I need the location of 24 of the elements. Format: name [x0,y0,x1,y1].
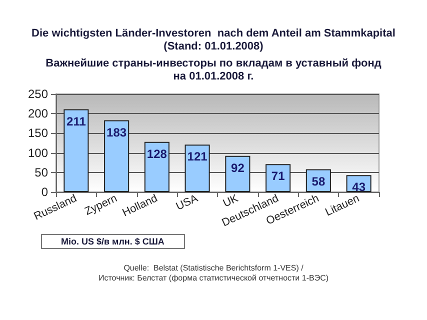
bar [64,109,89,192]
bar [225,156,250,192]
data-label: 71 [271,169,286,184]
x-tick-label: USA [174,192,200,213]
data-label: 58 [312,174,326,188]
text: Mio. US $/в млн. $ США [61,236,165,246]
y-tick-label: 250 [28,87,48,101]
data-label: 128 [146,146,168,161]
bar [104,120,130,192]
source-note: Quelle: Belstat (Statistische Berichtsform 1-VES) / Источник: Белстат (форма статистической отчетности 1-ВЭС) [98,264,329,282]
y-tick-label: 200 [28,106,48,121]
y-tick-label: 100 [28,146,48,160]
data-label: 183 [106,125,127,140]
data-label: 43 [352,180,366,194]
y-tick-label: 150 [28,126,48,140]
bar [144,142,170,192]
y-tick-label: 50 [34,165,48,180]
chart-title: Die wichtigsten Länder-Investoren nach dem Anteil am Stammkapital (Stand: 01.01.2008) [32,28,396,52]
bar [266,164,291,192]
chart-subtitle: Важнейшие страны-инвесторы по вкладам в уставный фонд на 01.01.2008 г. [46,58,382,82]
bar [184,144,210,192]
data-label: 121 [187,150,208,164]
data-label: 92 [231,160,245,175]
data-label: 211 [66,114,86,128]
